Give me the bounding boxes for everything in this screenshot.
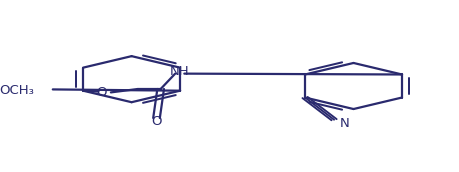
Text: O: O xyxy=(151,115,162,128)
Text: NH: NH xyxy=(169,65,189,78)
Text: N: N xyxy=(339,117,348,130)
Text: O: O xyxy=(96,86,107,99)
Text: OCH₃: OCH₃ xyxy=(0,84,34,97)
